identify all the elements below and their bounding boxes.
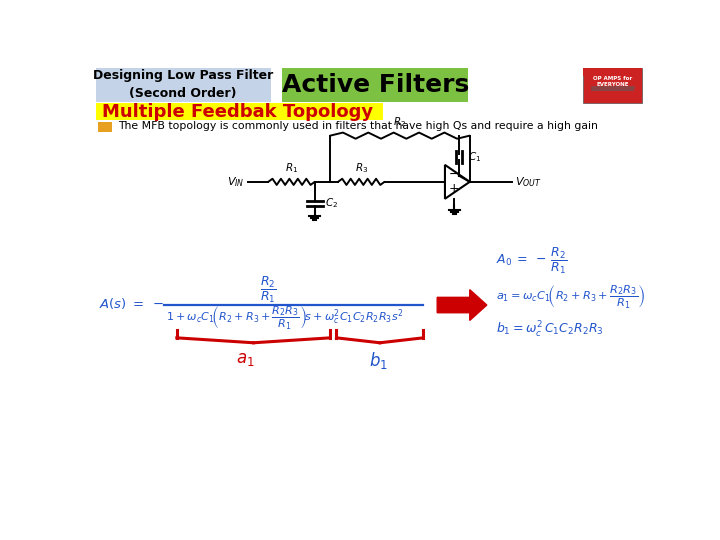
FancyBboxPatch shape bbox=[583, 68, 642, 103]
Text: $A_0\;=\;-\,\dfrac{R_2}{R_1}$: $A_0\;=\;-\,\dfrac{R_2}{R_1}$ bbox=[496, 246, 567, 276]
Text: OP AMPS for
EVERYONE: OP AMPS for EVERYONE bbox=[593, 76, 632, 87]
Text: $a_1 = \omega_c C_1\!\left(R_2 + R_3 + \dfrac{R_2 R_3}{R_1}\right)$: $a_1 = \omega_c C_1\!\left(R_2 + R_3 + \… bbox=[496, 284, 645, 311]
Text: $C_1$: $C_1$ bbox=[468, 150, 482, 164]
Text: −: − bbox=[449, 168, 459, 181]
Polygon shape bbox=[437, 289, 487, 320]
FancyBboxPatch shape bbox=[96, 103, 383, 120]
Text: $V_{IN}$: $V_{IN}$ bbox=[228, 175, 245, 189]
Text: $a_1$: $a_1$ bbox=[235, 350, 254, 368]
Text: $R_3$: $R_3$ bbox=[355, 161, 368, 175]
Text: +: + bbox=[449, 183, 459, 195]
Text: Active Filters: Active Filters bbox=[282, 73, 469, 97]
FancyBboxPatch shape bbox=[96, 68, 271, 102]
Text: $b_1$: $b_1$ bbox=[369, 350, 388, 370]
Text: The MFB topology is commonly used in filters that have high Qs and require a hig: The MFB topology is commonly used in fil… bbox=[118, 122, 598, 131]
Text: $C_2$: $C_2$ bbox=[325, 197, 338, 210]
Text: $\dfrac{R_2}{R_1}$: $\dfrac{R_2}{R_1}$ bbox=[260, 274, 276, 305]
Text: $V_{OUT}$: $V_{OUT}$ bbox=[515, 175, 541, 189]
FancyBboxPatch shape bbox=[98, 122, 112, 132]
Text: $R_1$: $R_1$ bbox=[285, 161, 298, 175]
Text: $b_1 = \omega_c^2\,C_1 C_2 R_2 R_3$: $b_1 = \omega_c^2\,C_1 C_2 R_2 R_3$ bbox=[496, 320, 604, 341]
FancyBboxPatch shape bbox=[583, 68, 642, 76]
Text: $R_2$: $R_2$ bbox=[393, 115, 407, 129]
Text: $A(s)\;=\;-$: $A(s)\;=\;-$ bbox=[99, 296, 164, 311]
Text: $1 + \omega_c C_1\!\left(R_2 + R_3 + \dfrac{R_2 R_3}{R_1}\right)\!s + \omega_c^2: $1 + \omega_c C_1\!\left(R_2 + R_3 + \df… bbox=[166, 305, 403, 333]
FancyBboxPatch shape bbox=[282, 68, 468, 102]
Text: Multiple Feedbak Topology: Multiple Feedbak Topology bbox=[102, 103, 374, 121]
Text: Designing Low Pass Filter
(Second Order): Designing Low Pass Filter (Second Order) bbox=[93, 69, 273, 100]
